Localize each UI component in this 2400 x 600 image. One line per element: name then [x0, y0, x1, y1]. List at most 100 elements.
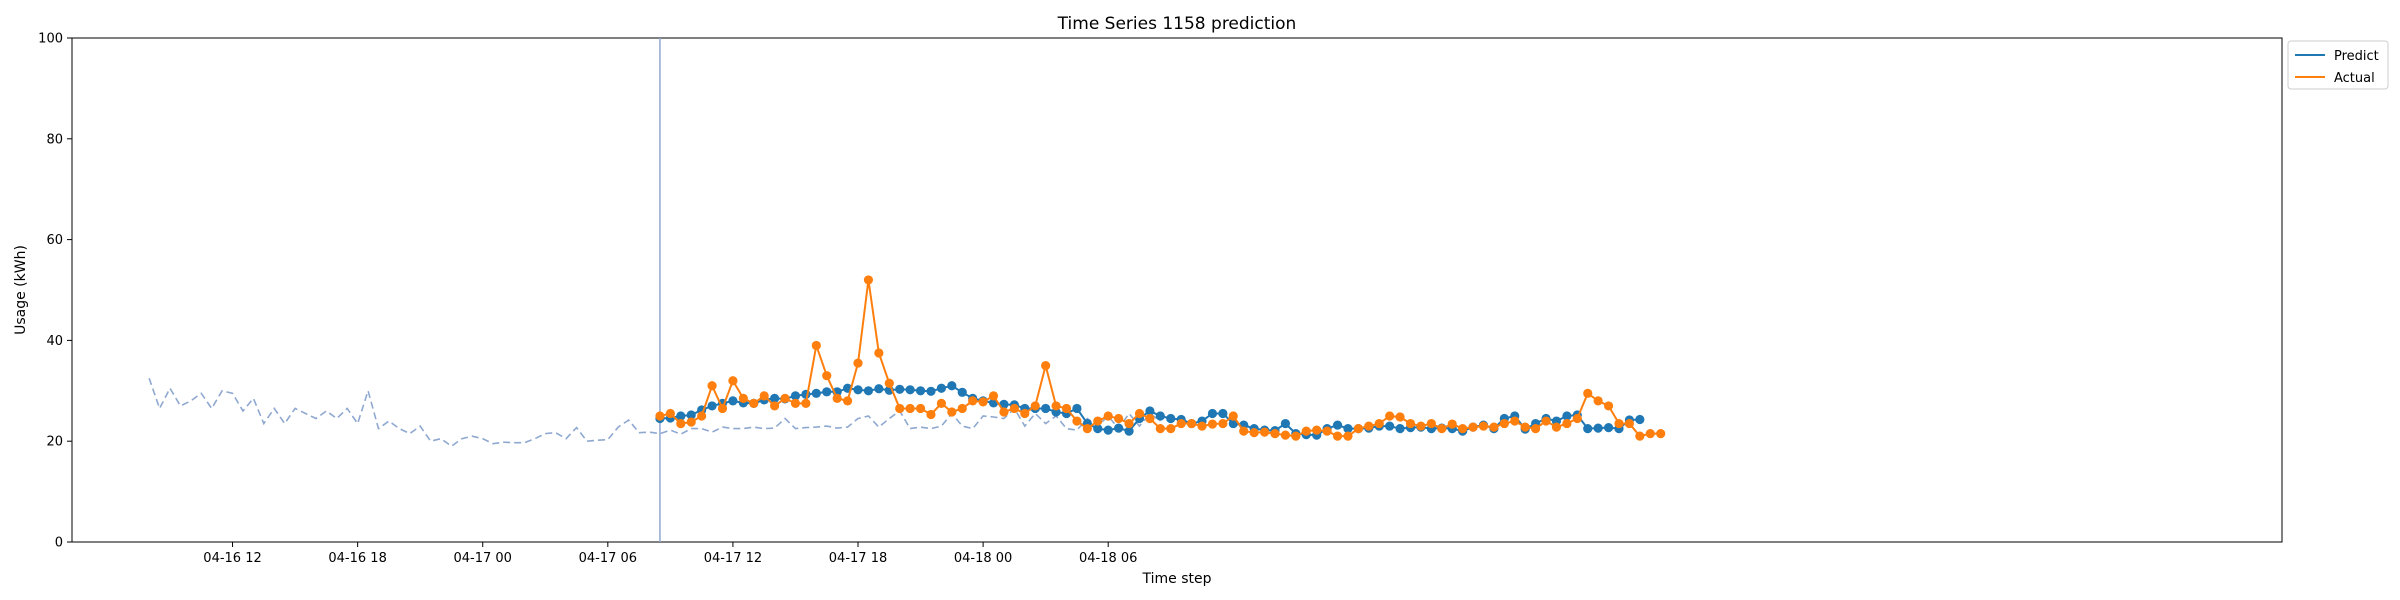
actual-point — [811, 340, 821, 351]
actual-point — [1343, 431, 1353, 441]
actual-point — [1531, 424, 1541, 434]
predict-point — [822, 387, 832, 397]
actual-point — [1374, 418, 1384, 429]
predict-point — [926, 386, 936, 396]
predict-point — [676, 411, 686, 421]
actual-point — [728, 376, 738, 386]
chart-title: Time Series 1158 prediction — [1057, 14, 1297, 34]
predict-point — [1155, 411, 1165, 421]
actual-point — [936, 398, 947, 408]
predict-point — [1072, 403, 1082, 414]
actual-point — [1134, 408, 1145, 419]
actual-point — [1259, 427, 1270, 437]
predict-point — [936, 383, 947, 393]
actual-point — [759, 391, 769, 401]
x-tick-label: 04-18 00 — [954, 551, 1012, 566]
y-tick-label: 80 — [46, 132, 63, 147]
actual-point — [1218, 418, 1228, 429]
actual-point — [1166, 424, 1176, 434]
actual-point — [842, 396, 853, 406]
predict-point — [1562, 411, 1572, 421]
actual-point — [1072, 416, 1082, 426]
predict-point — [728, 396, 738, 406]
actual-point — [1489, 422, 1499, 432]
actual-point — [905, 403, 915, 414]
actual-point — [717, 403, 728, 414]
actual-point — [1572, 413, 1582, 424]
y-axis: 0 20 40 60 80 100 — [38, 32, 72, 551]
actual-point — [1645, 429, 1655, 439]
actual-point — [1207, 419, 1218, 429]
actual-point — [1061, 403, 1072, 414]
actual-point — [1176, 418, 1186, 429]
x-tick-label: 04-18 06 — [1079, 551, 1137, 566]
actual-point — [1614, 418, 1624, 429]
actual-point — [1405, 418, 1416, 429]
y-tick-label: 60 — [46, 233, 63, 248]
predict-point — [915, 386, 926, 396]
actual-point — [926, 409, 936, 420]
actual-point — [884, 378, 894, 388]
actual-point — [1593, 396, 1603, 406]
history-series-line — [148, 377, 1161, 448]
actual-point — [863, 275, 874, 285]
predict-point — [770, 393, 780, 403]
predict-point — [790, 391, 801, 401]
predict-point — [1593, 423, 1603, 433]
actual-point — [1030, 401, 1040, 411]
actual-point — [1239, 426, 1249, 436]
predict-point — [1093, 424, 1103, 434]
predict-point — [1207, 408, 1218, 419]
x-tick-label: 04-17 00 — [453, 551, 511, 566]
predict-point — [811, 388, 821, 398]
actual-point — [999, 407, 1009, 417]
predict-point — [1635, 414, 1645, 425]
actual-point — [1468, 422, 1478, 432]
actual-point — [1499, 418, 1509, 429]
actual-point — [1478, 421, 1489, 431]
actual-point — [1562, 418, 1572, 429]
actual-point — [1447, 419, 1457, 429]
predict-point — [957, 387, 967, 397]
y-tick-label: 40 — [46, 334, 63, 349]
predict-point — [1218, 408, 1228, 419]
actual-point — [738, 393, 748, 403]
actual-point — [749, 398, 759, 408]
actual-point — [1624, 418, 1635, 429]
actual-point — [1114, 413, 1124, 424]
actual-point — [1270, 429, 1280, 439]
actual-point — [1635, 431, 1645, 441]
actual-point — [1520, 422, 1530, 432]
actual-point — [1020, 408, 1030, 419]
x-tick-label: 04-17 18 — [829, 551, 887, 566]
actual-point — [1155, 424, 1165, 434]
legend-label-predict: Predict — [2334, 49, 2379, 64]
actual-point — [1291, 431, 1301, 441]
x-axis-label: Time step — [1142, 571, 1212, 587]
actual-point — [988, 391, 999, 401]
actual-point — [1186, 418, 1197, 429]
predict-point — [1332, 420, 1343, 430]
actual-point — [1353, 424, 1363, 434]
actual-point — [1249, 428, 1259, 438]
x-tick-label: 04-17 06 — [579, 551, 637, 566]
actual-point — [1041, 361, 1051, 371]
actual-point — [1124, 418, 1134, 429]
predict-point — [1603, 422, 1614, 433]
y-tick-label: 0 — [55, 536, 63, 551]
predict-point — [1124, 426, 1134, 436]
actual-point — [1051, 401, 1061, 411]
actual-point — [1551, 422, 1562, 432]
predict-point — [1395, 424, 1405, 434]
y-tick-label: 100 — [38, 32, 63, 47]
actual-point — [1416, 421, 1426, 431]
predict-point — [863, 386, 874, 396]
predict-point — [905, 385, 915, 395]
actual-point — [1322, 426, 1332, 436]
actual-point — [947, 407, 957, 417]
predict-point — [1041, 403, 1051, 414]
actual-point — [665, 408, 675, 419]
actual-point — [1583, 388, 1593, 398]
actual-point — [1541, 416, 1551, 426]
